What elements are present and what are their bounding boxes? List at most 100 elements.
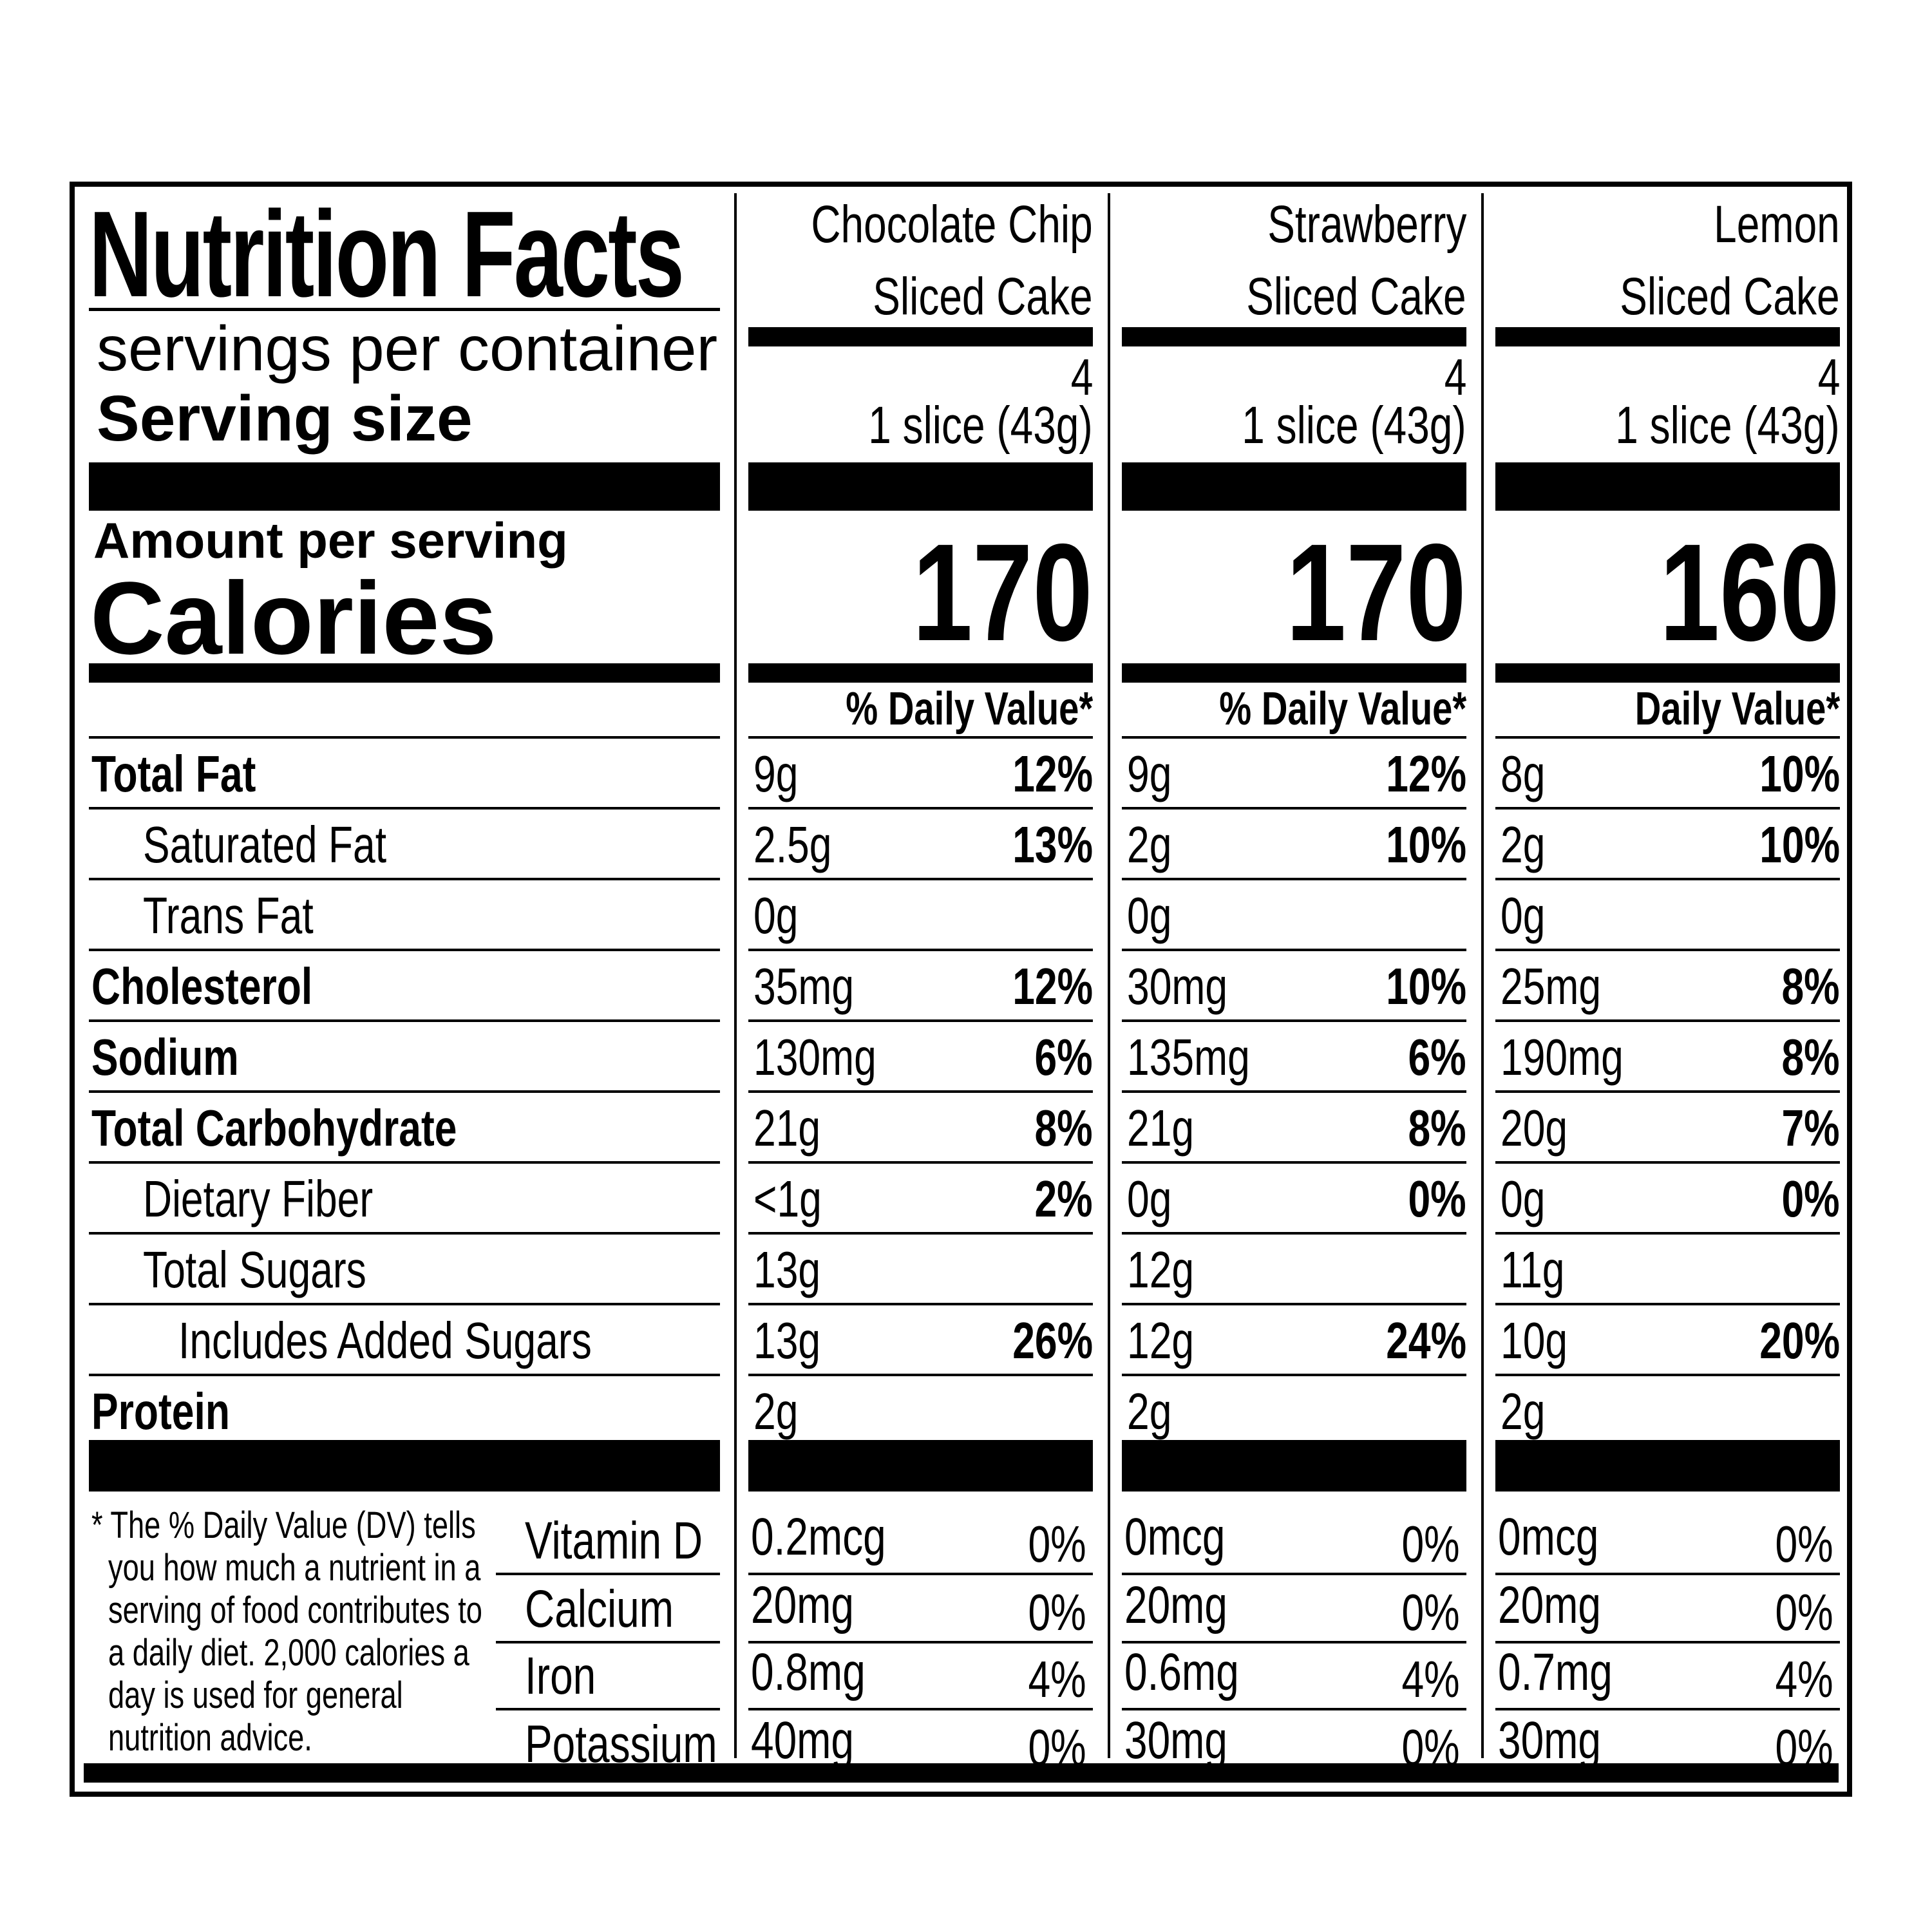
micronutrient-label: Calcium (525, 1580, 674, 1638)
row-divider (748, 807, 1093, 810)
micronutrient-amount: 30mg (1498, 1711, 1601, 1770)
nutrient-label: Cholesterol (91, 958, 313, 1015)
micronutrient-amount: 0mcg (1498, 1508, 1599, 1566)
nutrient-amount: 13g (753, 1241, 821, 1298)
row-divider (748, 1232, 1093, 1235)
thick-bar-serving-left (89, 462, 720, 511)
row-divider (89, 736, 720, 739)
nutrient-dv: 6% (1408, 1028, 1466, 1086)
row-divider (1122, 1019, 1466, 1022)
nutrient-amount: 21g (1127, 1099, 1195, 1157)
daily-value-header: Daily Value* (1634, 683, 1840, 735)
nutrient-amount: 2.5g (753, 816, 832, 873)
nutrient-label: Total Sugars (143, 1241, 366, 1298)
nutrient-amount: 13g (753, 1312, 821, 1369)
nutrient-dv: 20% (1759, 1312, 1840, 1369)
micronutrient-dv: 4% (1775, 1651, 1833, 1708)
daily-value-header: % Daily Value* (846, 683, 1093, 735)
nutrient-amount: 8g (1501, 745, 1546, 802)
nutrient-amount: 2g (1501, 816, 1546, 873)
product-name-line2: Sliced Cake (1620, 267, 1840, 326)
row-divider (1495, 807, 1840, 810)
nutrient-label: Dietary Fiber (143, 1170, 374, 1227)
nutrition-facts-title: Nutrition Facts (89, 186, 685, 323)
calories-value: 170 (913, 515, 1093, 670)
nutrient-dv: 10% (1386, 958, 1466, 1015)
row-divider (748, 1303, 1093, 1305)
row-divider (89, 1090, 720, 1093)
row-divider (748, 878, 1093, 880)
nutrient-dv: 7% (1781, 1099, 1840, 1157)
footnote-line: a daily diet. 2,000 calories a (108, 1632, 469, 1674)
thick-bar-bottom (1122, 1440, 1466, 1492)
row-divider (89, 949, 720, 951)
nutrient-amount: 30mg (1127, 958, 1228, 1015)
micronutrient-amount: 0.7mg (1498, 1643, 1613, 1701)
micronutrient-dv: 0% (1401, 1515, 1460, 1573)
nutrient-dv: 2% (1034, 1170, 1093, 1227)
nutrient-dv: 10% (1386, 816, 1466, 873)
row-divider (1495, 1232, 1840, 1235)
nutrient-amount: <1g (753, 1170, 822, 1227)
nutrient-dv: 12% (1386, 745, 1466, 802)
row-divider (1495, 1161, 1840, 1164)
micronutrient-divider (496, 1641, 720, 1643)
nutrient-amount: 0g (753, 887, 799, 944)
nutrient-amount: 9g (753, 745, 799, 802)
nutrient-amount: 2g (1501, 1383, 1546, 1440)
row-divider (1122, 736, 1466, 739)
thick-bar-serving (1122, 462, 1466, 511)
nutrient-amount: 9g (1127, 745, 1172, 802)
footnote-line: serving of food contributes to (108, 1589, 482, 1631)
nutrient-dv: 6% (1034, 1028, 1093, 1086)
micronutrient-dv: 0% (1401, 1584, 1460, 1641)
micronutrient-divider (748, 1573, 1093, 1575)
row-divider (1122, 1161, 1466, 1164)
thick-bar-name (748, 327, 1093, 346)
micronutrient-label: Potassium (525, 1715, 717, 1774)
nutrient-amount: 0g (1501, 1170, 1546, 1227)
row-divider (748, 1090, 1093, 1093)
bottom-bar (84, 1763, 1839, 1783)
nutrient-amount: 35mg (753, 958, 855, 1015)
row-divider (1122, 1232, 1466, 1235)
nutrient-amount: 10g (1501, 1312, 1568, 1369)
micronutrient-amount: 0mcg (1124, 1508, 1226, 1566)
servings-value: 4 (1817, 348, 1840, 406)
column-divider (734, 193, 737, 1758)
serving-size-value: 1 slice (43g) (1242, 396, 1466, 455)
daily-value-header: % Daily Value* (1219, 683, 1466, 735)
micronutrient-amount: 40mg (751, 1711, 854, 1770)
column-divider (1481, 193, 1484, 1758)
micronutrient-divider (1495, 1641, 1840, 1643)
row-divider (1122, 878, 1466, 880)
footnote-line: nutrition advice. (108, 1717, 312, 1759)
nutrient-amount: 2g (1127, 816, 1172, 873)
servings-value: 4 (1444, 348, 1466, 406)
micronutrient-dv: 0% (1775, 1515, 1833, 1573)
nutrient-label: Saturated Fat (143, 816, 387, 873)
nutrient-dv: 12% (1012, 958, 1093, 1015)
row-divider (1495, 878, 1840, 880)
thick-bar-calories (1495, 663, 1840, 683)
micronutrient-amount: 0.6mg (1124, 1643, 1239, 1701)
row-divider (89, 878, 720, 880)
calories-value: 160 (1660, 515, 1840, 670)
nutrient-dv: 0% (1781, 1170, 1840, 1227)
serving-size-value: 1 slice (43g) (1615, 396, 1840, 455)
row-divider (89, 1019, 720, 1022)
micronutrient-amount: 30mg (1124, 1711, 1227, 1770)
nutrient-dv: 12% (1012, 745, 1093, 802)
nutrient-amount: 2g (1127, 1383, 1172, 1440)
nutrient-amount: 11g (1501, 1241, 1565, 1298)
nutrient-amount: 2g (753, 1383, 799, 1440)
amount-per-serving-label: Amount per serving (93, 512, 568, 569)
nutrient-amount: 12g (1127, 1241, 1195, 1298)
row-divider (1122, 1303, 1466, 1305)
row-divider (748, 949, 1093, 951)
nutrition-facts-panel (70, 182, 1852, 1797)
servings-per-container-label: servings per container (97, 313, 718, 384)
micronutrient-divider (748, 1641, 1093, 1643)
nutrient-amount: 135mg (1127, 1028, 1250, 1086)
footnote-line: you how much a nutrient in a (108, 1547, 481, 1589)
